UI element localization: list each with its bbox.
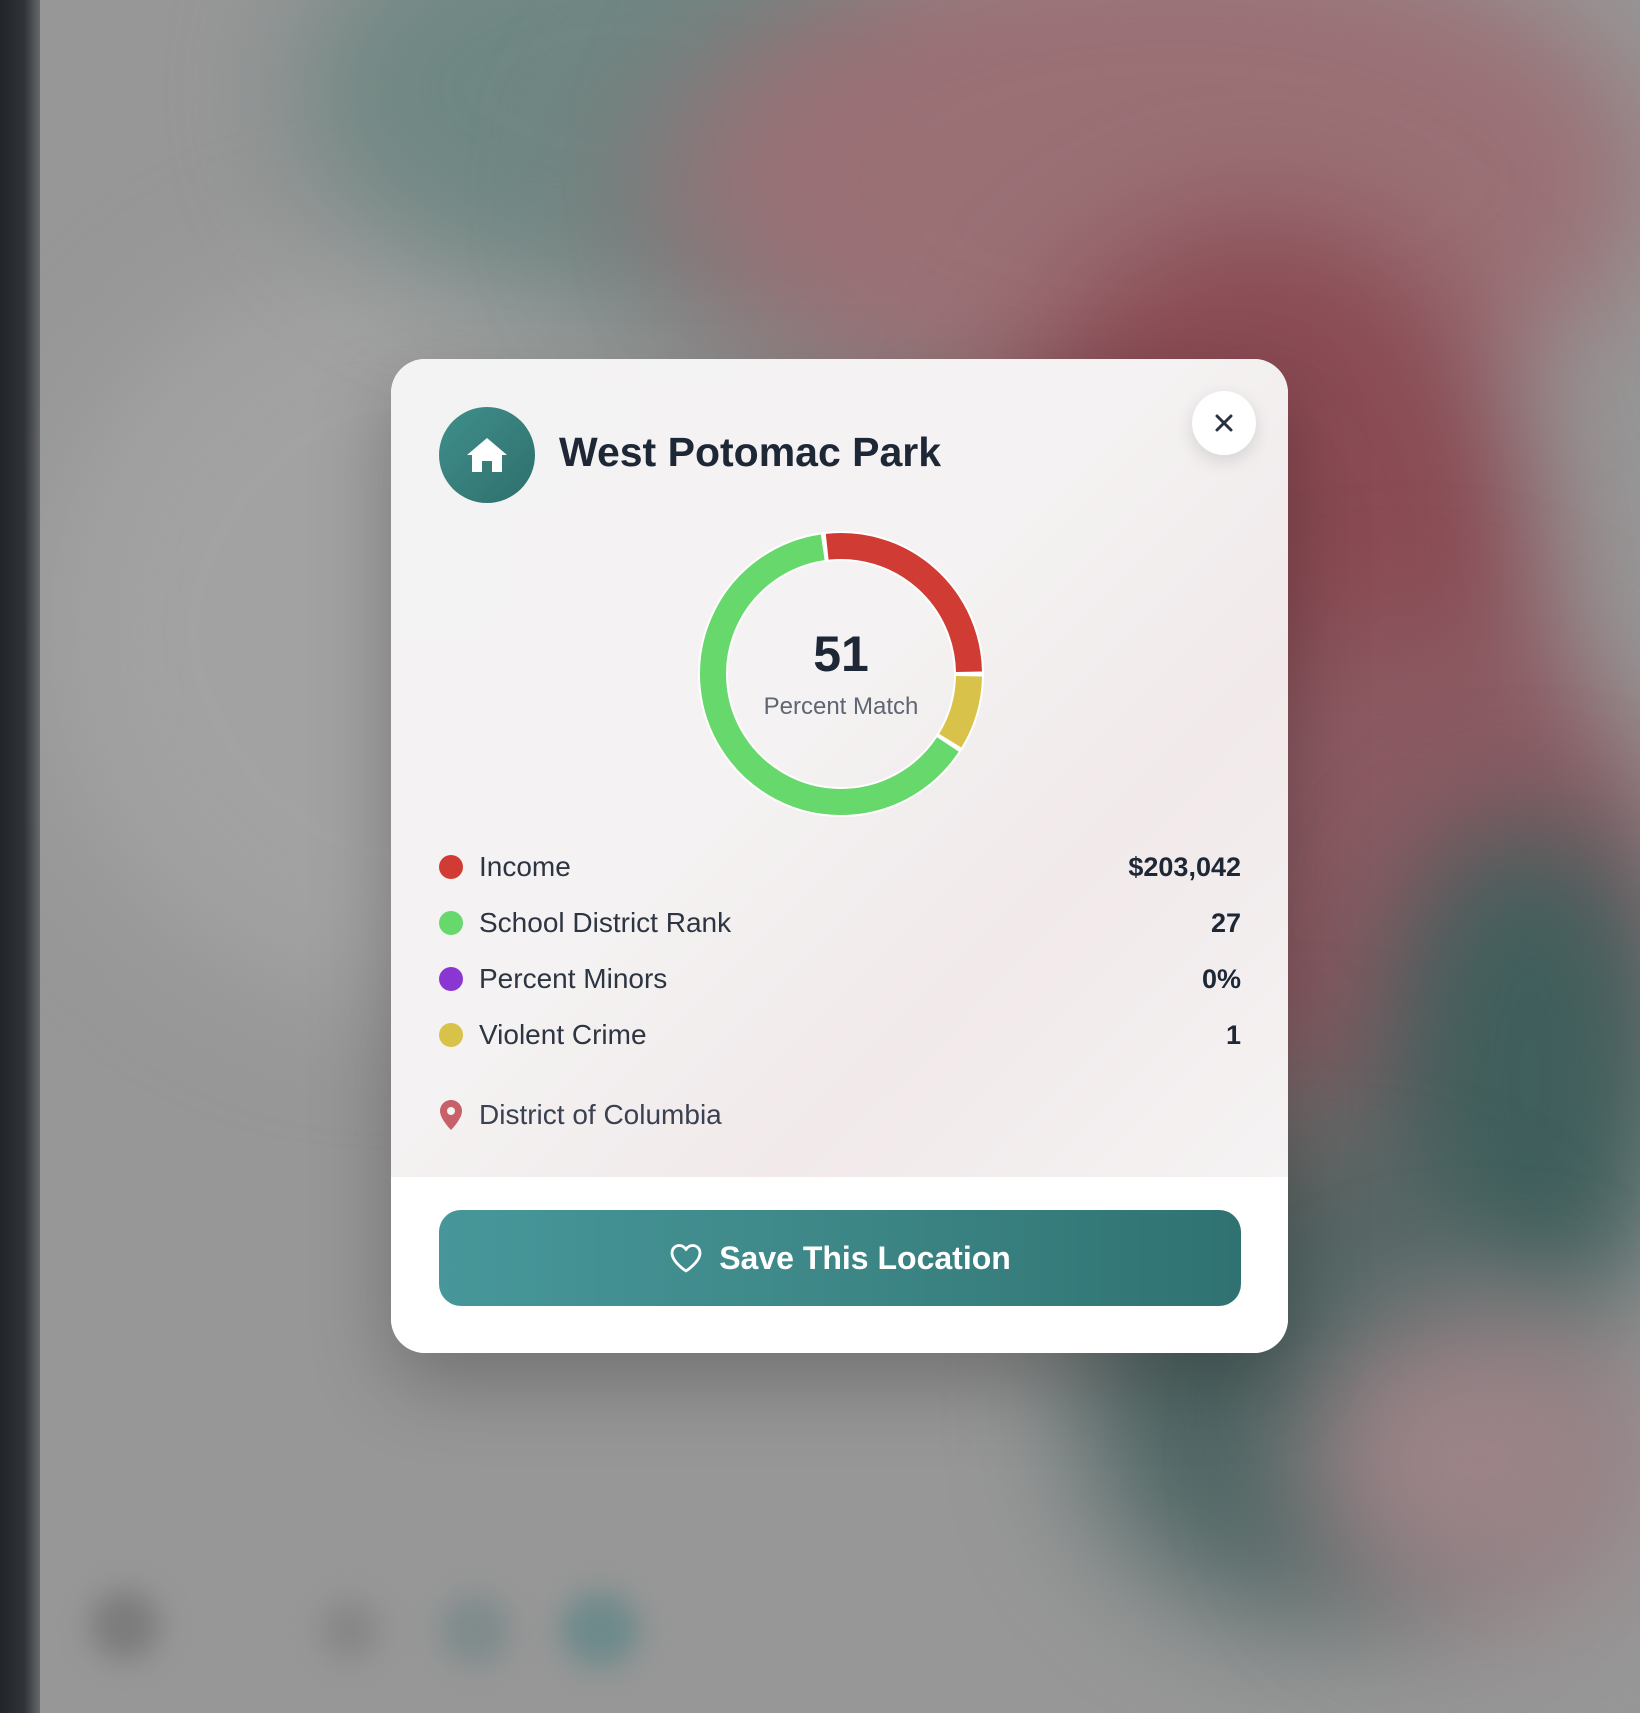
metric-value: 27: [1210, 907, 1241, 938]
match-donut-chart: 51 Percent Match: [696, 529, 986, 819]
metric-row-school-district-rank: School District Rank 27: [439, 895, 1241, 951]
metric-value: $203,042: [1128, 851, 1241, 882]
metrics-list: Income $203,042 School District Rank 27 …: [439, 839, 1241, 1063]
modal-body: [391, 359, 1288, 1177]
map-pin-icon: [440, 1100, 462, 1130]
match-score: 51: [813, 626, 869, 682]
metric-label: School District Rank: [479, 907, 732, 938]
metric-row-percent-minors: Percent Minors 0%: [439, 951, 1241, 1007]
legend-dot-income: [439, 855, 463, 879]
save-location-button[interactable]: Save This Location: [439, 1210, 1241, 1306]
metric-row-violent-crime: Violent Crime 1: [439, 1007, 1241, 1063]
legend-dot-violent-crime: [439, 1023, 463, 1047]
metric-label: Income: [479, 851, 571, 882]
location-detail-modal: West Potomac Park 51 Percent Match Incom…: [391, 359, 1288, 1353]
save-button-label: Save This Location: [719, 1239, 1011, 1276]
region-label: District of Columbia: [479, 1099, 722, 1130]
location-title: West Potomac Park: [559, 429, 942, 475]
legend-dot-school-district-rank: [439, 911, 463, 935]
home-icon: [439, 407, 535, 503]
donut-segment-school-district-rank: [700, 534, 959, 815]
location-region: District of Columbia: [439, 1099, 722, 1131]
close-button[interactable]: [1192, 391, 1256, 455]
legend-dot-percent-minors: [439, 967, 463, 991]
metric-row-income: Income $203,042: [439, 839, 1241, 895]
metric-label: Percent Minors: [479, 963, 668, 994]
donut-segment-income: [825, 533, 982, 673]
donut-segment-violent-crime: [938, 675, 982, 748]
close-icon: [1215, 414, 1233, 432]
heart-icon: [670, 1244, 702, 1273]
metric-value: 1: [1225, 1019, 1241, 1050]
metric-value: 0%: [1201, 963, 1241, 994]
match-label: Percent Match: [763, 693, 919, 720]
metric-label: Violent Crime: [479, 1019, 647, 1050]
